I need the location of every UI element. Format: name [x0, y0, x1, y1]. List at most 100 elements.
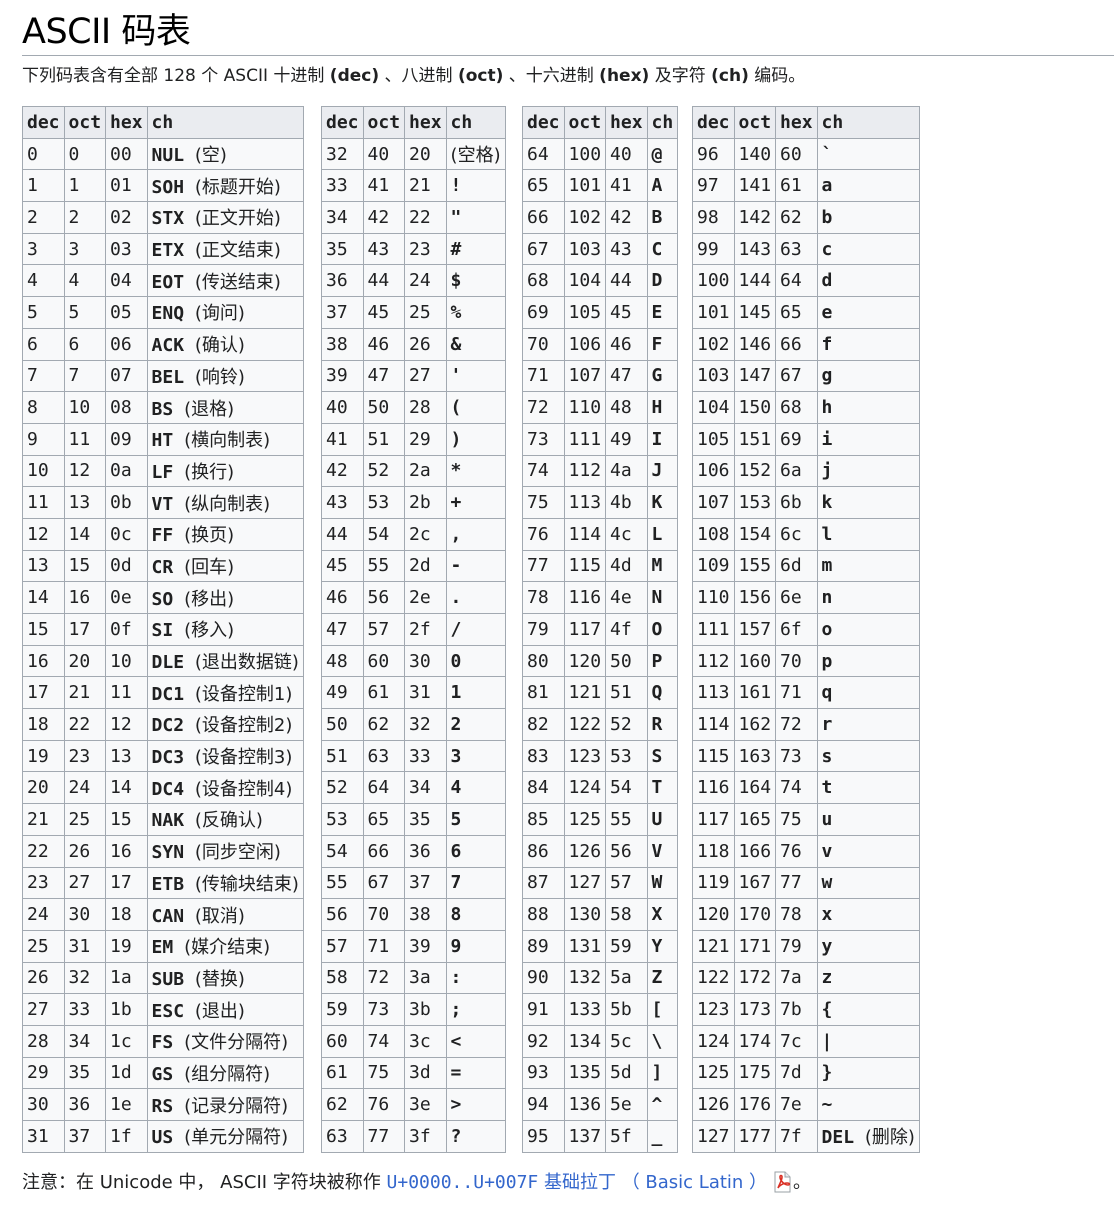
hex-cell: 1a [105, 961, 148, 995]
ch-cell: q [816, 676, 920, 710]
dec-cell: 103 [692, 359, 735, 393]
oct-cell: 136 [563, 1088, 607, 1121]
ch-cell: - [445, 549, 506, 583]
table-row: 11 13 0b VT (纵向制表) [22, 486, 304, 519]
ch-cell: @ [646, 137, 679, 171]
table-row: 48 60 30 0 [321, 644, 506, 678]
char-symbol: K [651, 492, 663, 514]
oct-cell: 22 [63, 708, 107, 741]
oct-cell: 76 [362, 1088, 406, 1121]
table-row: 116 164 74 t [692, 771, 920, 805]
dec-cell: 52 [321, 771, 364, 805]
oct-cell: 3 [63, 232, 107, 266]
ch-cell: { [816, 993, 920, 1026]
ch-cell: " [445, 201, 506, 234]
char-symbol: - [450, 555, 462, 577]
char-description: (组分隔符) [184, 1063, 271, 1085]
char-symbol: 3 [450, 745, 462, 767]
ch-cell: CAN (取消) [146, 898, 304, 931]
char-symbol: DC3 [151, 747, 185, 769]
pdf-icon[interactable] [771, 1171, 793, 1193]
dec-cell: 122 [692, 961, 735, 995]
dec-cell: 126 [692, 1088, 735, 1121]
char-symbol: w [821, 872, 833, 894]
hex-cell: 48 [605, 391, 648, 424]
ch-cell: W [646, 866, 679, 900]
ch-cell: ACK (确认) [146, 327, 304, 361]
table-row: 18 22 12 DC2 (设备控制2) [22, 708, 304, 741]
intro-sep1: 、八进制 [379, 66, 458, 86]
ch-cell: SYN (同步空闲) [146, 834, 304, 868]
dec-cell: 113 [692, 676, 735, 710]
dec-cell: 2 [22, 201, 65, 234]
ch-cell: _ [646, 1120, 679, 1153]
ch-cell: ETX (正文结束) [146, 232, 304, 266]
char-symbol: BEL [151, 366, 185, 388]
oct-cell: 117 [563, 613, 607, 646]
hex-cell: 46 [605, 327, 648, 361]
hex-cell: 20 [404, 137, 447, 171]
char-description: (反确认) [194, 810, 263, 832]
table-row: 107 153 6b k [692, 486, 920, 519]
char-symbol: 6 [450, 840, 462, 862]
char-symbol: ! [450, 175, 462, 197]
table-row: 114 162 72 r [692, 708, 920, 741]
table-header-row: dec oct hex ch [321, 106, 506, 139]
basic-latin-link[interactable]: U+0000..U+007F 基础拉丁 （ Basic Latin ） [387, 1172, 768, 1193]
oct-cell: 102 [563, 201, 607, 234]
dec-cell: 9 [22, 422, 65, 456]
table-row: 72 110 48 H [522, 391, 679, 424]
table-row: 77 115 4d M [522, 549, 679, 583]
hex-cell: 47 [605, 359, 648, 393]
oct-cell: 13 [63, 486, 107, 519]
oct-cell: 130 [563, 898, 607, 931]
dec-cell: 3 [22, 232, 65, 266]
table-row: 33 41 21! [321, 169, 506, 203]
dec-cell: 69 [522, 296, 565, 329]
oct-cell: 47 [362, 359, 406, 393]
char-description: (响铃) [194, 366, 245, 388]
hex-cell: 3e [404, 1088, 447, 1121]
char-symbol: 0 [450, 650, 462, 672]
char-symbol: ETB [151, 873, 185, 895]
dec-cell: 59 [321, 993, 364, 1026]
oct-cell: 72 [362, 961, 406, 995]
oct-cell: 11 [63, 422, 107, 456]
char-symbol: \ [651, 1030, 663, 1052]
basic-latin-link-code: U+0000..U+007F [386, 1172, 539, 1193]
dec-cell: 15 [22, 613, 65, 646]
oct-cell: 1 [63, 169, 107, 203]
dec-cell: 83 [522, 739, 565, 773]
table-row: 50 62 32 2 [321, 708, 506, 741]
oct-cell: 113 [563, 486, 607, 519]
hex-cell: 35 [404, 803, 447, 836]
char-description: (标题开始) [194, 176, 281, 198]
dec-cell: 39 [321, 359, 364, 393]
hex-cell: 73 [775, 739, 818, 773]
hex-cell: 7a [775, 961, 818, 995]
table-row: 113 161 71 q [692, 676, 920, 710]
oct-cell: 77 [362, 1120, 406, 1153]
ch-cell: VT (纵向制表) [146, 486, 304, 519]
hex-cell: 2b [404, 486, 447, 519]
dec-cell: 82 [522, 708, 565, 741]
char-description: (记录分隔符) [184, 1095, 289, 1117]
oct-cell: 146 [733, 327, 777, 361]
hex-cell: 7c [775, 1024, 818, 1058]
hex-cell: 7d [775, 1056, 818, 1090]
table-row: 123 173 7b{ [692, 993, 920, 1026]
table-row: 92 134 5c \ [522, 1024, 679, 1058]
hex-cell: 7f [775, 1120, 818, 1153]
ch-cell: $ [445, 264, 506, 298]
ch-cell: 4 [445, 771, 506, 805]
hex-cell: 41 [605, 169, 648, 203]
char-symbol: r [821, 713, 833, 735]
table-row: 22 26 16 SYN (同步空闲) [22, 834, 304, 868]
ch-cell: Z [646, 961, 679, 995]
hex-cell: 3b [404, 993, 447, 1026]
dec-cell: 14 [22, 581, 65, 614]
hex-cell: 5e [605, 1088, 648, 1121]
dec-cell: 120 [692, 898, 735, 931]
table-row: 110 156 6e n [692, 581, 920, 614]
hex-cell: 65 [775, 296, 818, 329]
